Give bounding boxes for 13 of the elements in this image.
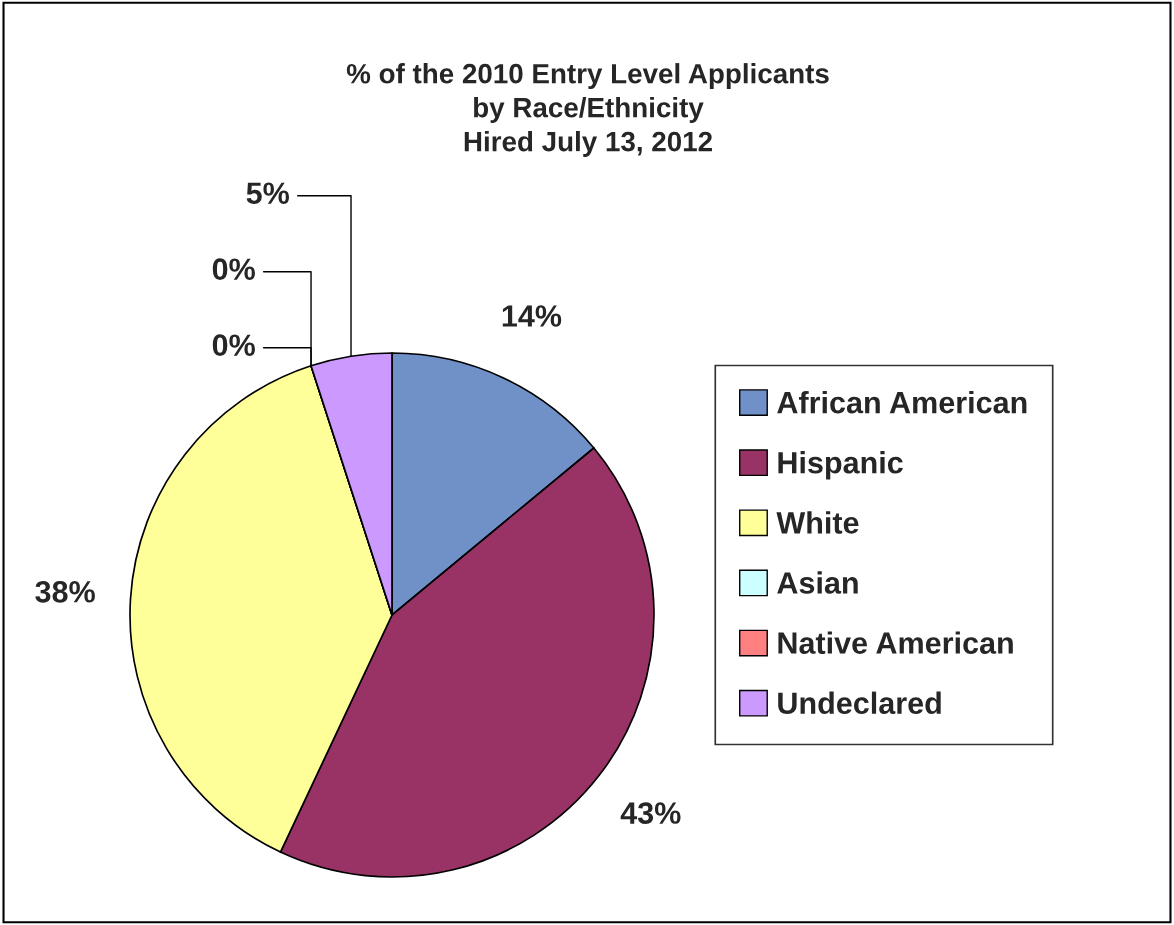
legend-label: Hispanic bbox=[778, 451, 903, 480]
legend-label: Undeclared bbox=[778, 691, 941, 715]
legend-label: Asian bbox=[777, 571, 858, 594]
legend-label: African American bbox=[777, 391, 1027, 414]
data-label: 38% bbox=[35, 581, 95, 603]
legend-label: Native American bbox=[778, 631, 1013, 654]
text: 0% bbox=[212, 258, 255, 280]
chart-title: % of the 2010 Entry Level Applicants by Race/Ethnicity Hired July 13, 2012 bbox=[346, 63, 829, 157]
data-label: 14% bbox=[502, 305, 562, 327]
data-label: 43% bbox=[620, 802, 681, 824]
text: 0% bbox=[212, 334, 255, 356]
legend-label: White bbox=[776, 511, 859, 534]
data-label: 5% bbox=[246, 182, 290, 204]
